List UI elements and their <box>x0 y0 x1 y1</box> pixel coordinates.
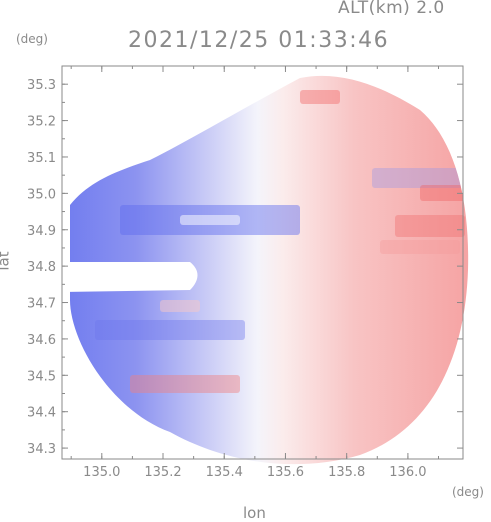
y-tick-label: 34.6 <box>27 333 56 348</box>
velocity-streak <box>160 300 200 312</box>
velocity-streak <box>130 375 240 393</box>
plot-frame-rect <box>61 65 464 460</box>
velocity-streak <box>420 185 465 201</box>
velocity-field <box>70 75 469 465</box>
x-axis-label: lon <box>243 504 266 522</box>
velocity-streaks <box>95 90 465 393</box>
velocity-streak <box>380 240 460 254</box>
plot-frame <box>61 65 464 460</box>
x-unit-label: (deg) <box>452 485 484 499</box>
datetime-title: 2021/12/25 01:33:46 <box>128 28 390 53</box>
y-tick-label: 35.1 <box>27 151 56 166</box>
y-ticks: 34.3 34.4 34.5 34.6 34.7 34.8 34.9 35.0 35.1 35.2… <box>27 78 463 457</box>
velocity-streak <box>300 90 340 104</box>
velocity-streak <box>180 215 240 225</box>
altitude-label: ALT(km) 2.0 <box>338 0 445 18</box>
y-tick-label: 34.5 <box>27 369 56 384</box>
velocity-streak <box>395 215 465 237</box>
y-tick-label: 34.3 <box>27 442 56 457</box>
x-tick-label: 135.8 <box>328 465 365 480</box>
y-tick-label: 35.2 <box>27 115 56 130</box>
x-ticks: 135.0 135.2 135.4 135.6 135.8 136.0 <box>70 66 440 480</box>
velocity-streak <box>95 320 245 340</box>
velocity-streak <box>372 168 462 188</box>
y-tick-label: 34.4 <box>27 406 56 421</box>
x-tick-label: 136.0 <box>389 465 426 480</box>
x-tick-label: 135.6 <box>267 465 304 480</box>
y-tick-label: 34.9 <box>27 224 56 239</box>
y-tick-label: 35.0 <box>27 187 56 202</box>
y-unit-label: (deg) <box>16 32 48 46</box>
y-tick-label: 35.3 <box>27 78 56 93</box>
y-tick-label: 34.8 <box>27 260 56 275</box>
y-tick-label: 34.7 <box>27 297 56 312</box>
x-tick-label: 135.2 <box>144 465 181 480</box>
coverage-gap <box>70 262 198 292</box>
x-tick-label: 135.0 <box>83 465 120 480</box>
x-tick-label: 135.4 <box>206 465 243 480</box>
